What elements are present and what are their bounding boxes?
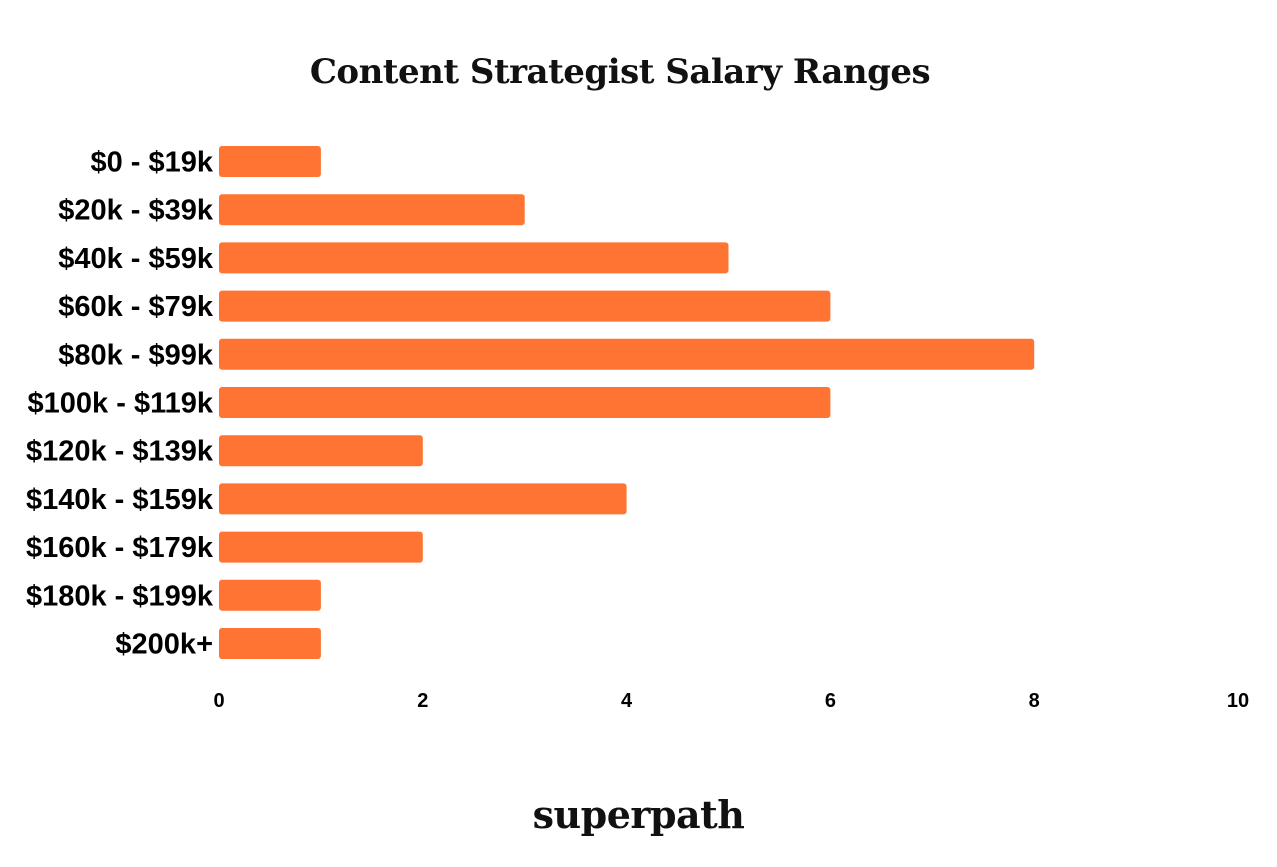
bar-9 xyxy=(219,579,321,611)
bar-4 xyxy=(219,338,1035,370)
category-label: $80k - $99k xyxy=(58,339,214,371)
x-tick-label: 8 xyxy=(1029,690,1040,712)
x-tick-label: 10 xyxy=(1227,690,1249,712)
brand-logo: superpath xyxy=(532,792,745,837)
category-label: $140k - $159k xyxy=(26,484,214,516)
category-label: $120k - $139k xyxy=(26,436,214,468)
bar-10 xyxy=(219,628,321,659)
bar-0 xyxy=(219,146,321,177)
x-tick-label: 2 xyxy=(417,690,428,712)
x-tick-label: 6 xyxy=(825,690,836,712)
bar-7 xyxy=(219,483,627,515)
category-label: $160k - $179k xyxy=(26,532,214,564)
bar-3 xyxy=(219,290,831,322)
category-label: $200k+ xyxy=(115,629,213,661)
bar-6 xyxy=(219,435,423,467)
category-label: $60k - $79k xyxy=(58,291,214,323)
bar-chart: $0 - $19k $20k - $39k $40k - $59k $60k - $7… xyxy=(26,146,1249,712)
category-label: $40k - $59k xyxy=(58,243,214,275)
bar-8 xyxy=(219,531,423,563)
category-label: $0 - $19k xyxy=(90,147,213,179)
category-label: $20k - $39k xyxy=(58,195,214,227)
category-label: $100k - $119k xyxy=(28,388,214,420)
chart-title: Content Strategist Salary Ranges xyxy=(309,52,931,92)
x-tick-label: 0 xyxy=(213,690,224,712)
category-label: $180k - $199k xyxy=(26,580,214,612)
bar-2 xyxy=(219,242,729,274)
bar-5 xyxy=(219,387,831,418)
x-tick-label: 4 xyxy=(621,690,633,712)
bar-1 xyxy=(219,194,525,226)
